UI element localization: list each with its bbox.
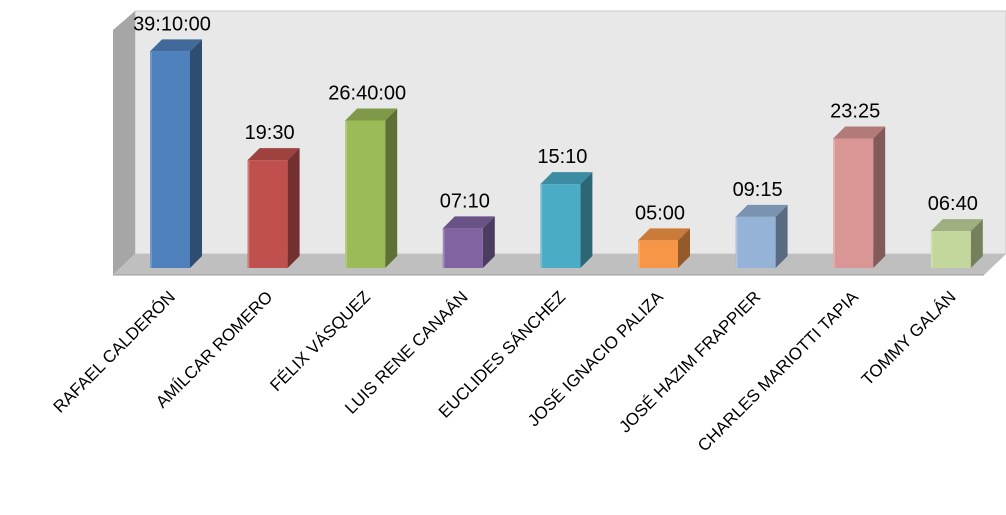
data-labels: 39:10:00 19:30 26:40:00 07:10 15:10 05:00 09:1… — [133, 13, 978, 224]
data-label: 19:30 — [245, 122, 295, 144]
bar-side — [970, 219, 983, 268]
bar-top — [638, 228, 690, 241]
bar-side — [385, 108, 398, 269]
bar-front — [638, 240, 678, 268]
bar-front — [833, 138, 874, 268]
data-label: 06:40 — [928, 193, 978, 215]
bar-top — [345, 108, 398, 121]
bar-side — [190, 39, 202, 269]
bar-side — [873, 126, 886, 268]
category-label: TOMMY GALÁN — [858, 287, 960, 389]
bar-front — [540, 184, 581, 268]
bar-top — [150, 39, 202, 52]
bar-front — [247, 160, 288, 268]
bar-front — [735, 216, 776, 268]
category-label: CHARLES MARIOTTI TAPIA — [694, 287, 862, 455]
bar-side — [482, 216, 495, 268]
bar-front — [930, 231, 971, 268]
bar-top — [735, 204, 788, 217]
bar-top — [930, 219, 983, 232]
bar — [735, 204, 788, 268]
bar-top — [247, 148, 300, 161]
data-label: 26:40:00 — [328, 83, 406, 105]
bar-front — [442, 228, 483, 268]
bar — [247, 148, 300, 268]
bar-side — [678, 228, 690, 268]
data-label: 07:10 — [440, 190, 490, 212]
data-label: 09:15 — [733, 179, 783, 201]
bar-front — [345, 120, 386, 269]
side-wall — [113, 11, 135, 275]
bar — [442, 216, 495, 268]
bar-side — [580, 172, 593, 268]
bar — [638, 228, 690, 268]
bar-front — [150, 51, 190, 269]
bar-side — [775, 204, 788, 268]
data-label: 05:00 — [635, 202, 685, 224]
bars — [150, 39, 983, 269]
data-label: 23:25 — [830, 100, 880, 122]
data-label: 15:10 — [537, 146, 587, 168]
bar-side — [287, 148, 300, 268]
bar-top — [442, 216, 495, 229]
bar — [833, 126, 886, 268]
bar-top — [833, 126, 886, 139]
bar-top — [540, 172, 593, 185]
bar — [345, 108, 398, 269]
bar — [540, 172, 593, 268]
data-label: 39:10:00 — [133, 13, 211, 35]
category-label: FÉLIX VÁSQUEZ — [266, 287, 374, 395]
bar — [150, 39, 202, 269]
bar — [930, 219, 983, 268]
